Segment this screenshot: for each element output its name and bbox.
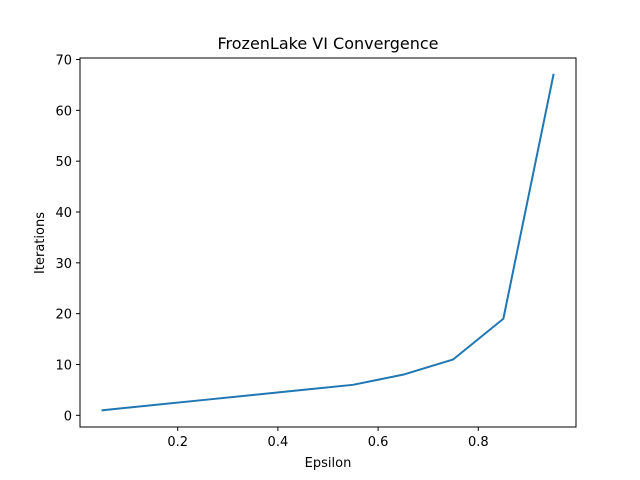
y-tick-label: 30 [55, 257, 72, 272]
y-axis-ticks: 0 10 20 30 40 50 60 70 [55, 54, 80, 424]
x-axis-ticks: 0.2 0.4 0.6 0.8 [167, 427, 489, 450]
x-tick-label: 0.8 [468, 435, 489, 450]
axes-frame [79, 57, 577, 428]
y-tick-label: 40 [55, 206, 72, 221]
series-layer [101, 73, 555, 412]
chart-title: FrozenLake VI Convergence [217, 34, 438, 53]
y-tick-label: 10 [55, 358, 72, 373]
series-line [101, 73, 555, 412]
y-tick-label: 20 [55, 308, 72, 323]
x-tick-label: 0.6 [368, 435, 389, 450]
plot-area: 0.2 0.4 0.6 0.8 0 10 20 30 40 50 60 70 [55, 54, 577, 450]
y-tick-label: 50 [55, 155, 72, 170]
x-tick-label: 0.2 [167, 435, 188, 450]
x-tick-label: 0.4 [268, 435, 289, 450]
y-tick-label: 0 [64, 409, 72, 424]
y-axis-label: Iterations [33, 212, 48, 274]
y-tick-label: 70 [55, 54, 72, 69]
x-axis-label: Epsilon [305, 456, 352, 471]
y-tick-label: 60 [55, 104, 72, 119]
